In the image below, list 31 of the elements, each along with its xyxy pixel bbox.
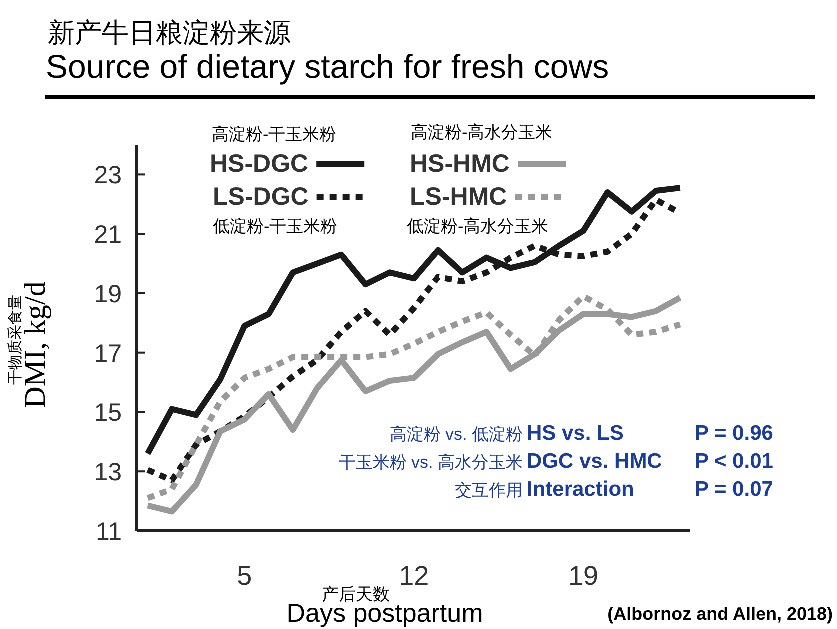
text: P < 0.01 xyxy=(695,450,774,473)
y-tick-label: 11 xyxy=(96,518,122,546)
x-tick-label: 5 xyxy=(237,561,252,591)
chart-title: 新产牛日粮淀粉来源 xyxy=(48,18,291,48)
text: P = 0.96 xyxy=(695,422,774,445)
text: (Albornoz and Allen, 2018) xyxy=(608,604,833,624)
text: 高淀粉-干玉米粉 xyxy=(212,125,337,144)
annotation: 交互作用 xyxy=(455,481,523,500)
text: 高淀粉-高水分玉米 xyxy=(411,123,553,142)
annotation: 高淀粉 vs. 低淀粉 xyxy=(390,425,523,444)
annotation: 低淀粉-高水分玉米 xyxy=(407,217,549,236)
annotation: 干玉米粉 vs. 高水分玉米 xyxy=(338,453,523,472)
legend-label: HS-DGC xyxy=(210,150,309,178)
x-tick-label: 19 xyxy=(568,561,599,591)
annotation: 低淀粉-干玉米粉 xyxy=(213,217,338,236)
y-tick-label: 23 xyxy=(94,162,122,190)
y-tick-label: 21 xyxy=(94,221,122,250)
y-tick-label: 17 xyxy=(94,340,122,368)
text: 产后天数 xyxy=(322,585,390,604)
x-tick-label: 12 xyxy=(399,561,430,591)
annotation: HS vs. LS xyxy=(527,422,624,445)
legend-label: LS-HMC xyxy=(410,183,508,211)
annotation: Interaction xyxy=(527,478,634,501)
legend-label: HS-HMC xyxy=(410,150,510,178)
annotation: DGC vs. HMC xyxy=(527,450,662,473)
legend-label: LS-DGC xyxy=(213,183,309,211)
y-tick-label: 15 xyxy=(94,399,122,428)
y-tick-label: 19 xyxy=(94,280,122,308)
chart-subtitle: Source of dietary starch for fresh cows xyxy=(46,48,610,85)
text: P = 0.07 xyxy=(695,478,774,501)
y-tick-label: 13 xyxy=(94,458,122,487)
